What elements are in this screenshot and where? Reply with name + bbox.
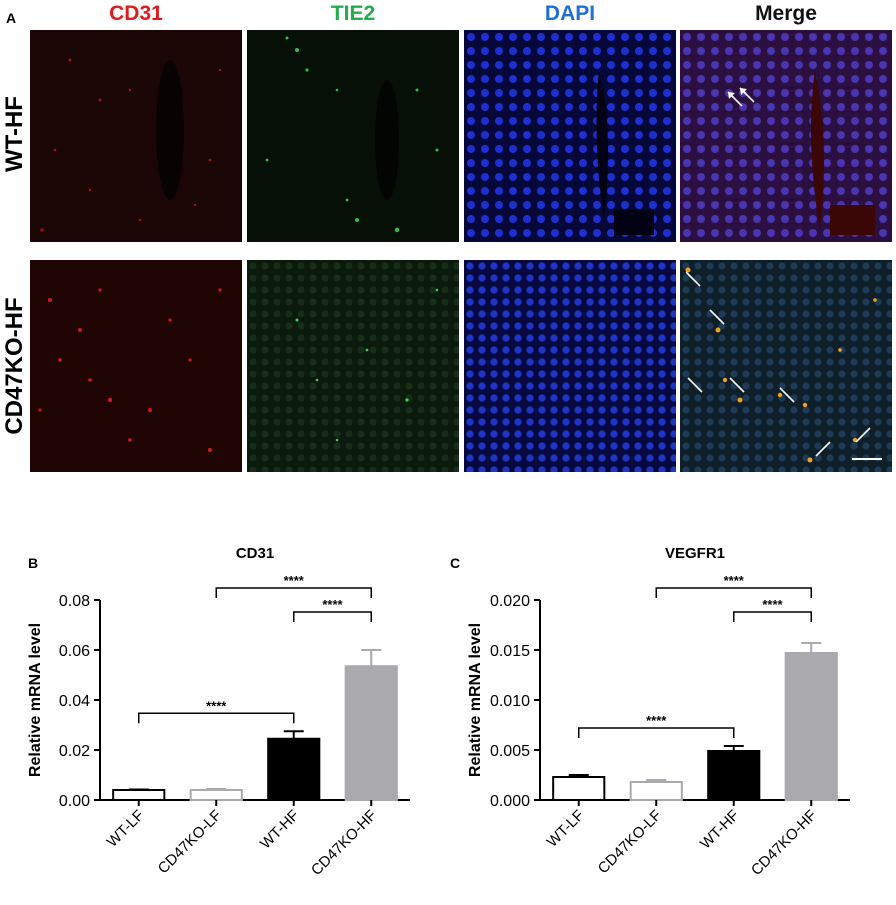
- chart-c-bar-wt-hf: [707, 750, 761, 801]
- row-label-wt-hf: WT-HF: [1, 96, 28, 172]
- micrograph-cd47ko-hf-cd31: [30, 260, 242, 472]
- chart-c-significance-bracket: [655, 587, 812, 598]
- row-label-cd47ko-hf: CD47KO-HF: [1, 297, 28, 435]
- micrograph-cd47ko-hf-dapi: [464, 260, 676, 472]
- chart-c-y-tick-label: 0.005: [490, 743, 530, 760]
- chart-b-x-tick-label: WT-HF: [257, 807, 303, 853]
- chart-b-y-tick-label: 0.08: [59, 593, 90, 610]
- chart-b-y-axis-label: Relative mRNA level: [27, 623, 44, 777]
- chart-c-x-tick-label: CD47KO-LF: [595, 807, 665, 877]
- column-header-dapi: DAPI: [544, 2, 596, 25]
- micrograph-cd47ko-hf-merge: [680, 260, 892, 472]
- micrograph-wt-hf-merge: [680, 30, 892, 242]
- chart-c-y-tick-label: 0.015: [490, 643, 530, 660]
- column-header-tie2: TIE2: [330, 2, 376, 25]
- chart-b-y-tick-label: 0.00: [59, 793, 90, 810]
- chart-b-bar-cd47ko-lf: [189, 789, 243, 801]
- chart-b-significance-bracket: [215, 587, 372, 598]
- column-header-merge: Merge: [755, 2, 817, 25]
- chart-b-x-tick-label: CD47KO-HF: [308, 807, 380, 879]
- chart-b-significance-bracket: [293, 611, 372, 622]
- chart-b-y-tick-label: 0.04: [59, 693, 90, 710]
- micrograph-wt-hf-dapi: [464, 30, 676, 242]
- bar-charts: B CD31 0.00 0.02 0.04 0.06 0.08 Relative mRNA l…: [27, 545, 850, 879]
- chart-b-x-tick-label: CD47KO-LF: [155, 807, 225, 877]
- chart-c-significance-label: ****: [646, 713, 667, 728]
- chart-b-bar-cd47ko-hf: [344, 665, 398, 801]
- chart-b-significance-bracket: [138, 712, 295, 724]
- chart-c-bar-cd47ko-lf: [629, 781, 683, 801]
- chart-b-y-tick-label: 0.06: [59, 643, 90, 660]
- chart-b-x-tick-label: WT-LF: [104, 807, 148, 851]
- chart-c-bar-cd47ko-hf: [784, 652, 838, 801]
- chart-c-significance-label: ****: [724, 573, 745, 588]
- chart-b-panel-letter: B: [28, 555, 38, 571]
- chart-b-bar-wt-hf: [267, 737, 321, 801]
- micrograph-cd47ko-hf-tie2: [247, 260, 459, 472]
- chart-c-significance-bracket: [733, 611, 812, 622]
- panel-a-label: A: [6, 10, 17, 26]
- chart-c-y-tick-label: 0.020: [490, 593, 530, 610]
- chart-c-y-tick-label: 0.000: [490, 793, 530, 810]
- chart-c-x-tick-label: WT-LF: [544, 807, 588, 851]
- chart-c-significance-label: ****: [762, 597, 783, 612]
- chart-c-title: VEGFR1: [665, 545, 725, 562]
- chart-b-bar-wt-lf: [112, 789, 166, 801]
- chart-c-y-tick-label: 0.010: [490, 693, 530, 710]
- chart-c-panel-letter: C: [450, 555, 460, 571]
- micrograph-wt-hf-cd31: [30, 30, 242, 242]
- chart-c-bar-wt-lf: [552, 776, 606, 801]
- chart-c-significance-bracket: [578, 727, 735, 738]
- chart-b-y-tick-label: 0.02: [59, 743, 90, 760]
- chart-c-x-tick-label: WT-HF: [697, 807, 743, 853]
- chart-b-significance-label: ****: [206, 698, 227, 713]
- column-header-cd31: CD31: [109, 2, 163, 25]
- micrograph-wt-hf-tie2: [247, 30, 459, 242]
- chart-b-significance-label: ****: [322, 597, 343, 612]
- chart-b-significance-label: ****: [284, 573, 305, 588]
- chart-c-x-tick-label: CD47KO-HF: [748, 807, 820, 879]
- chart-b-title: CD31: [236, 545, 274, 562]
- chart-c-y-axis-label: Relative mRNA level: [467, 623, 484, 777]
